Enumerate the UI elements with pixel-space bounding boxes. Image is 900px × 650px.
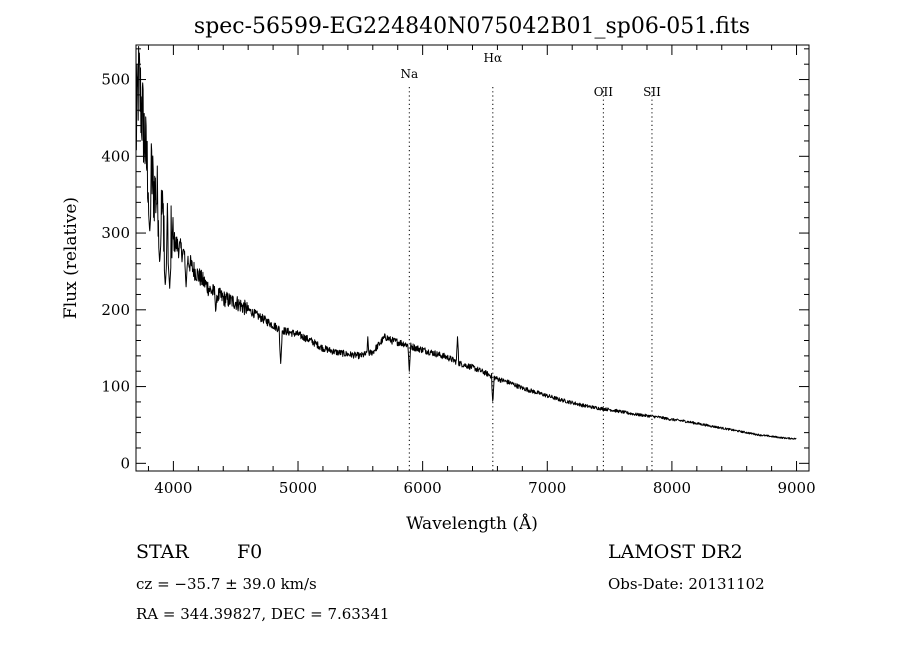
x-tick-label: 9000 xyxy=(777,479,815,497)
x-tick-label: 6000 xyxy=(404,479,442,497)
x-axis-label: Wavelength (Å) xyxy=(406,513,538,534)
radial-velocity: cz = −35.7 ± 39.0 km/s xyxy=(136,575,317,593)
plot-area: 4000 5000 6000 7000 8000 9000 0 100 200 300 400 500… xyxy=(101,44,816,497)
x-tick-label: 4000 xyxy=(154,479,192,497)
survey-name: LAMOST DR2 xyxy=(608,541,743,563)
y-tick-label: 400 xyxy=(101,147,130,165)
spectrum-line xyxy=(135,46,797,440)
x-tick-label: 8000 xyxy=(653,479,691,497)
spectral-line-label: Hα xyxy=(484,51,503,65)
y-tick-label: 200 xyxy=(101,301,130,319)
spectral-line-label: OII xyxy=(594,85,614,99)
y-tick-label: 100 xyxy=(101,378,130,396)
observation-date: Obs-Date: 20131102 xyxy=(608,575,765,593)
y-axis-label: Flux (relative) xyxy=(61,197,81,319)
plot-frame xyxy=(135,44,810,472)
x-tick-label: 5000 xyxy=(279,479,317,497)
object-class: STAR xyxy=(136,541,189,563)
spectral-line-label: SII xyxy=(643,85,661,99)
y-tick-label: 0 xyxy=(120,454,130,472)
sky-coordinates: RA = 344.39827, DEC = 7.63341 xyxy=(136,605,390,623)
spectral-line-label: Na xyxy=(400,67,418,81)
chart-title: spec-56599-EG224840N075042B01_sp06-051.f… xyxy=(194,14,750,39)
object-subclass: F0 xyxy=(237,541,263,563)
y-tick-label: 500 xyxy=(101,71,130,89)
y-tick-label: 300 xyxy=(101,224,130,242)
x-tick-label: 7000 xyxy=(528,479,566,497)
